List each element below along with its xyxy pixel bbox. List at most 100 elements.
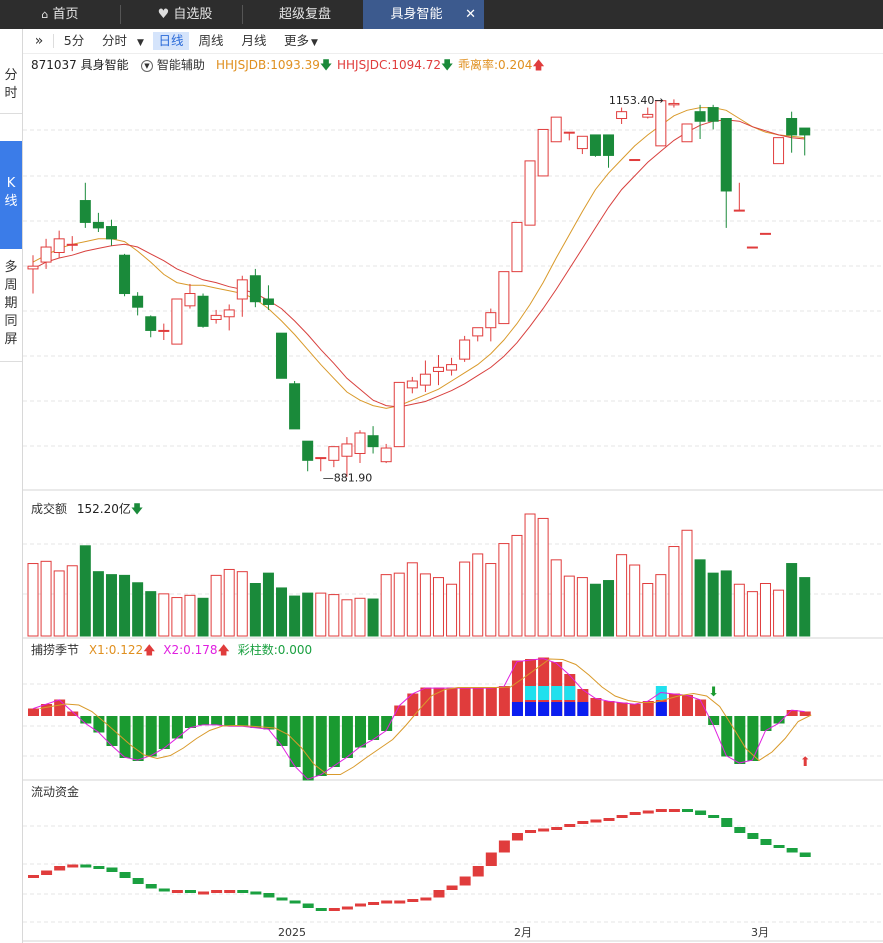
- macd-bar: [315, 716, 327, 776]
- candle-body: [799, 127, 811, 136]
- sell-signal-arrow-icon: ⬇: [708, 685, 719, 700]
- chevron-down-circle-icon: ▼: [141, 60, 153, 72]
- candle-body: [158, 329, 170, 332]
- macd-bar: [668, 693, 680, 716]
- candle-body: [459, 339, 471, 360]
- macd-cyan-bar: [538, 686, 550, 700]
- macd-bar: [433, 687, 445, 716]
- volume-bar: [563, 575, 575, 637]
- volume-bar: [380, 574, 392, 637]
- flow-bar: [564, 824, 576, 827]
- indicator-bias: 乖离率:0.204🡅: [458, 58, 545, 72]
- volume-bar: [759, 583, 771, 637]
- double-chevron-right-icon[interactable]: »: [34, 33, 44, 49]
- macd-bar: [381, 716, 393, 731]
- macd-bar: [198, 716, 210, 725]
- flow-bar: [158, 888, 170, 892]
- volume-bar: [472, 553, 484, 637]
- period-intraday[interactable]: 分时 ▼: [102, 33, 144, 48]
- close-icon[interactable]: ✕: [465, 7, 476, 22]
- candle-body: [328, 446, 340, 461]
- tab-super-review[interactable]: 超级复盘: [278, 7, 331, 22]
- flow-bar: [28, 875, 39, 878]
- macd-bar: [158, 716, 170, 749]
- period-weekly[interactable]: 周线: [198, 33, 224, 48]
- candle-body: [119, 254, 131, 295]
- volume-bar: [786, 563, 798, 637]
- macd-bar: [695, 699, 707, 716]
- candle-body: [276, 332, 288, 379]
- volume-bar: [629, 564, 641, 637]
- macd-blue-bar: [577, 702, 589, 716]
- flow-panel-header: 流动资金: [31, 785, 80, 799]
- volume-bar: [799, 577, 811, 637]
- macd-bar: [41, 704, 53, 716]
- macd-bar: [54, 699, 66, 716]
- candle-body: [786, 118, 798, 136]
- volume-bar: [197, 597, 209, 637]
- candle-body: [472, 327, 484, 337]
- period-monthly[interactable]: 月线: [241, 33, 267, 48]
- more-menu[interactable]: 更多 ▼: [284, 33, 318, 48]
- flow-bar: [433, 890, 445, 898]
- macd-bar: [224, 716, 236, 727]
- candle-body: [302, 440, 314, 461]
- macd-bar: [446, 687, 458, 716]
- volume-bar: [249, 583, 261, 637]
- x-axis-label: 3月: [751, 926, 769, 939]
- macd-bar: [106, 716, 118, 746]
- flow-bar: [708, 815, 720, 818]
- left-tab-timeshare[interactable]: 分时: [4, 68, 18, 101]
- volume-bar: [302, 592, 314, 637]
- arrow-up-icon: 🡅: [143, 643, 156, 657]
- candle-body: [694, 111, 706, 122]
- macd-bar: [341, 716, 353, 758]
- flow-bar: [799, 852, 811, 857]
- candle-body: [773, 137, 785, 165]
- candle-body: [171, 298, 183, 345]
- volume-panel-header: 成交额 152.20亿🡇: [31, 502, 144, 516]
- macd-bar: [80, 716, 92, 724]
- candle-body: [367, 435, 379, 448]
- candle-body: [681, 123, 693, 143]
- candle-body: [79, 200, 91, 223]
- macd-bar: [590, 698, 602, 716]
- left-tab-multi-period[interactable]: 多周期同屏: [4, 260, 18, 347]
- macd-bar: [184, 716, 196, 728]
- tab-embodied-ai[interactable]: 具身智能 ✕: [363, 0, 484, 29]
- candle-body: [184, 293, 196, 307]
- candle-body: [668, 102, 680, 106]
- candle-body: [524, 160, 536, 226]
- candle-body: [485, 312, 497, 329]
- flow-bar: [394, 900, 406, 904]
- candle-body: [236, 279, 248, 300]
- volume-bar: [315, 592, 327, 637]
- volume-bar: [223, 568, 235, 637]
- flow-bar: [459, 876, 471, 886]
- volume-bar: [681, 529, 693, 637]
- smart-assist-toggle[interactable]: ▼ 智能辅助: [141, 56, 205, 73]
- arrow-down-icon: 🡇: [130, 502, 144, 516]
- volume-bar: [105, 574, 117, 637]
- flow-bar: [355, 903, 366, 907]
- tab-home[interactable]: ⌂ 首页: [41, 7, 79, 22]
- candle-body: [66, 243, 78, 246]
- tab-watchlist[interactable]: ♥ 自选股: [157, 7, 213, 22]
- flow-bar: [472, 866, 484, 877]
- candle-body: [223, 309, 235, 318]
- kline-chart-area[interactable]: 1153.40→ —881.90 ⬇ ⬆ 2025 2月 3月: [23, 74, 883, 943]
- caret-down-icon: ▼: [311, 38, 318, 48]
- flow-bar: [198, 891, 210, 895]
- high-price-label: 1153.40→: [609, 94, 664, 107]
- candle-body: [511, 221, 523, 273]
- flow-bar: [54, 866, 66, 871]
- macd-bar: [603, 701, 615, 716]
- candle-body: [262, 298, 274, 305]
- period-5min[interactable]: 5分: [63, 33, 85, 48]
- flow-bar: [551, 827, 563, 830]
- flow-bar: [211, 890, 223, 893]
- left-tab-kline[interactable]: K线: [0, 141, 22, 249]
- period-daily[interactable]: 日线: [153, 32, 189, 50]
- macd-bar: [368, 716, 380, 740]
- candle-body: [642, 113, 654, 118]
